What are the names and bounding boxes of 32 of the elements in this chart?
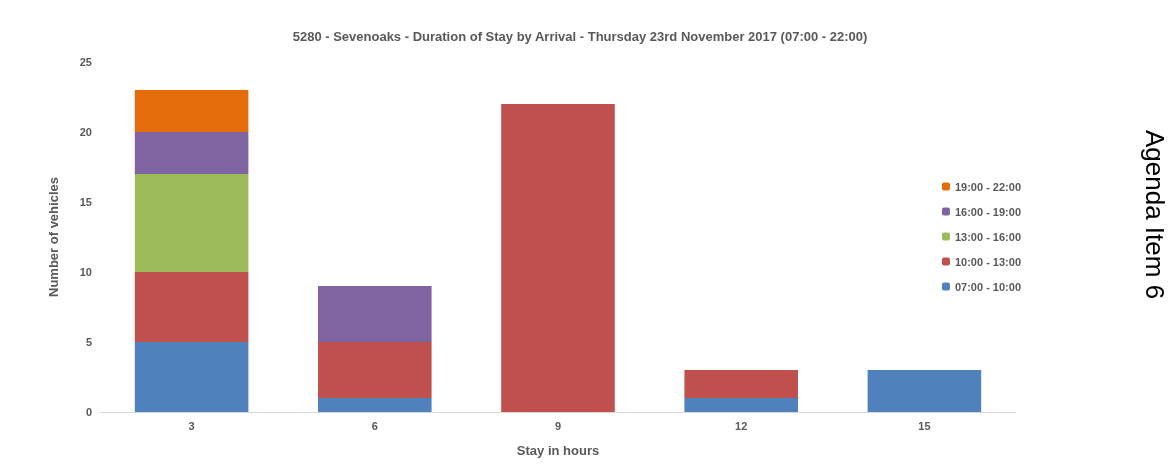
y-tick-label: 20: [79, 126, 92, 138]
y-tick-label: 5: [85, 336, 92, 348]
y-tick-label: 15: [79, 196, 92, 208]
bar: [684, 398, 798, 412]
bar: [134, 272, 249, 342]
bar: [867, 370, 982, 412]
bar: [501, 104, 615, 412]
legend-label: 19:00 - 22:00: [954, 180, 1021, 193]
text: Agenda Item 6: [1140, 130, 1170, 300]
bar: [684, 370, 798, 398]
bar: [134, 132, 249, 174]
x-tick-label: 6: [371, 419, 378, 432]
y-tick-label: 10: [79, 266, 92, 278]
bar: [318, 342, 432, 398]
y-tick-label: 0: [85, 406, 92, 418]
x-tick-label: 15: [918, 419, 931, 432]
legend-label: 10:00 - 13:00: [954, 255, 1021, 268]
bar: [134, 342, 249, 412]
x-axis-title: Stay in hours: [516, 443, 600, 458]
chart-title: 5280 - Sevenoaks - Duration of Stay by Arrival - Thursday 23rd November 2017 (07:00 - 22:00): [292, 29, 868, 44]
bar: [318, 398, 432, 412]
bar: [134, 174, 249, 272]
bar: [134, 90, 249, 132]
x-tick-label: 12: [735, 419, 748, 432]
legend-label: 07:00 - 10:00: [954, 280, 1021, 293]
y-tick-label: 25: [79, 56, 92, 68]
legend-label: 13:00 - 16:00: [954, 230, 1021, 243]
legend-label: 16:00 - 19:00: [954, 205, 1021, 218]
y-axis-title: Number of vehicles: [46, 177, 61, 297]
x-tick-label: 3: [188, 419, 195, 432]
bar: [318, 286, 432, 342]
x-tick-label: 9: [554, 419, 562, 432]
